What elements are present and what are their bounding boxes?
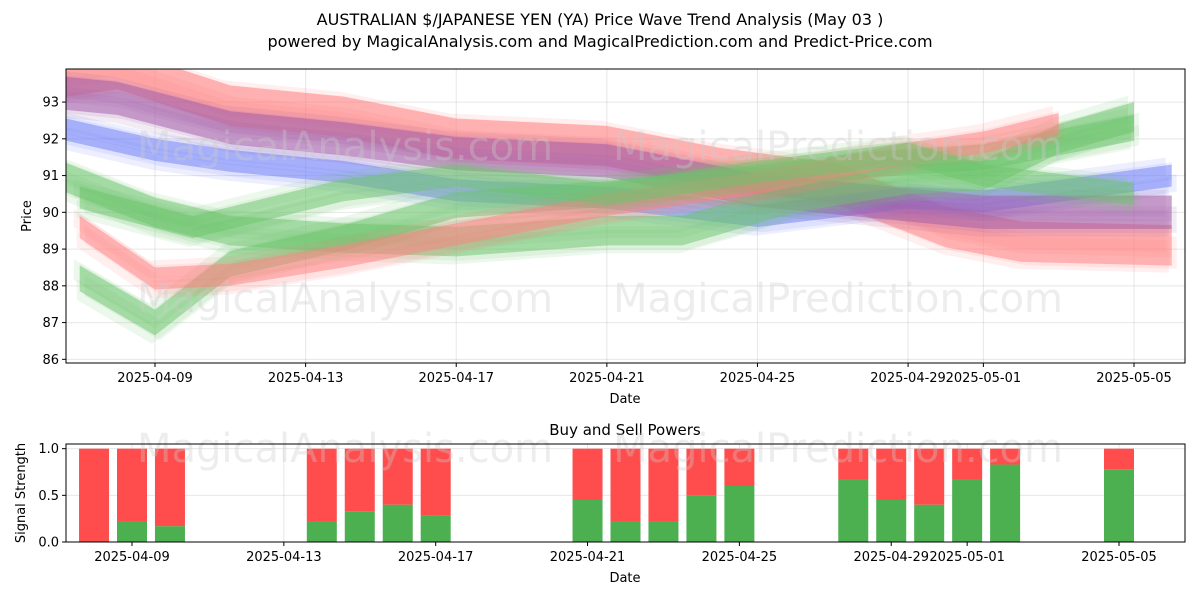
price-x-axis-label: Date <box>609 392 640 407</box>
chart-subtitle: powered by MagicalAnalysis.com and Magic… <box>267 32 932 51</box>
price-x-tick-label: 2025-04-13 <box>268 371 344 386</box>
price-y-tick-label: 86 <box>42 353 59 368</box>
price-wave-echo <box>79 110 1059 283</box>
price-wave-echo <box>73 135 1129 227</box>
signal-x-tick-label: 2025-04-29 <box>853 550 929 565</box>
watermark-analysis-bottom: MagicalAnalysis.com <box>137 426 553 472</box>
signal-y-tick-label: 0.0 <box>38 536 59 551</box>
sell-bar <box>990 448 1021 465</box>
buy-bar <box>344 511 375 542</box>
buy-bar <box>306 521 337 542</box>
sell-bar <box>79 448 110 542</box>
price-y-tick-label: 90 <box>42 206 59 221</box>
sell-bar <box>154 448 185 527</box>
signal-y-axis: 0.0 0.5 1.0 <box>38 442 66 551</box>
buy-bar <box>876 500 907 542</box>
price-wave-bands <box>66 69 1177 344</box>
price-x-tick-label: 2025-05-01 <box>946 371 1022 386</box>
buy-bar <box>648 521 679 542</box>
price-wave-echo <box>76 128 1132 344</box>
price-y-tick-label: 93 <box>42 96 59 111</box>
buy-bar <box>382 504 413 542</box>
price-x-axis: 2025-04-09 2025-04-13 2025-04-17 2025-04-21… <box>117 363 1172 386</box>
sell-bar <box>724 448 755 486</box>
buy-bar <box>838 479 869 542</box>
signal-chart-title: Buy and Sell Powers <box>549 421 701 439</box>
buy-bar <box>117 521 147 542</box>
watermark-prediction-mid: MagicalPrediction.com <box>613 276 1063 322</box>
price-y-tick-label: 91 <box>42 169 59 184</box>
price-x-tick-label: 2025-04-21 <box>569 371 645 386</box>
buy-bar <box>610 521 641 542</box>
signal-x-tick-label: 2025-04-21 <box>550 550 626 565</box>
chart-title: AUSTRALIAN $/JAPANESE YEN (YA) Price Wav… <box>317 10 884 29</box>
signal-x-tick-label: 2025-04-25 <box>702 550 778 565</box>
price-wave-band <box>66 102 1134 257</box>
signal-x-tick-label: 2025-05-05 <box>1081 550 1157 565</box>
sell-bar <box>686 448 717 496</box>
price-y-tick-label: 87 <box>42 316 59 331</box>
sell-bar <box>876 448 907 500</box>
price-x-tick-label: 2025-04-17 <box>418 371 494 386</box>
sell-bar <box>952 448 983 480</box>
signal-y-tick-label: 0.5 <box>38 489 59 504</box>
signal-plot-frame <box>65 443 1186 543</box>
buy-bar <box>686 495 717 542</box>
sell-bar <box>306 448 337 522</box>
sell-bar <box>914 448 945 505</box>
price-plot-frame <box>65 68 1186 364</box>
sell-bar <box>1104 448 1134 470</box>
price-wave-echo <box>66 71 1166 217</box>
watermark-prediction-bottom: MagicalPrediction.com <box>613 426 1063 472</box>
sell-bar <box>648 448 679 522</box>
price-x-tick-label: 2025-04-29 <box>870 371 946 386</box>
sell-bar <box>117 448 147 522</box>
price-y-tick-label: 92 <box>42 132 59 147</box>
price-y-axis: 86 87 88 89 90 91 92 93 <box>42 96 66 368</box>
watermark-analysis-mid: MagicalAnalysis.com <box>137 276 553 322</box>
sell-bar <box>382 448 413 505</box>
sell-bar <box>572 448 603 500</box>
signal-x-tick-label: 2025-04-13 <box>246 550 322 565</box>
price-y-tick-label: 88 <box>42 279 59 294</box>
signal-x-axis-label: Date <box>609 571 640 586</box>
price-y-tick-label: 89 <box>42 243 59 258</box>
sell-bar <box>420 448 451 516</box>
price-x-tick-label: 2025-04-09 <box>117 371 193 386</box>
buy-bar <box>952 479 983 542</box>
signal-x-tick-label: 2025-04-17 <box>398 550 474 565</box>
buy-bar <box>990 464 1021 542</box>
price-wave-band <box>79 113 1059 290</box>
price-wave-echo <box>73 106 1053 279</box>
signal-y-tick-label: 1.0 <box>38 442 59 457</box>
signal-x-tick-label: 2025-05-01 <box>929 550 1005 565</box>
price-x-tick-label: 2025-04-25 <box>720 371 796 386</box>
watermark-prediction-top: MagicalPrediction.com <box>613 124 1063 170</box>
sell-bar <box>610 448 641 522</box>
signal-y-axis-label: Signal Strength <box>14 443 29 543</box>
sell-bar <box>344 448 375 512</box>
buy-bar <box>572 500 603 542</box>
price-y-axis-label: Price <box>20 200 35 232</box>
buy-bar <box>1104 469 1134 542</box>
buy-bar <box>420 515 451 542</box>
price-x-tick-label: 2025-05-05 <box>1096 371 1172 386</box>
signal-bars <box>79 448 1134 542</box>
watermark-analysis-top: MagicalAnalysis.com <box>137 124 553 170</box>
signal-x-tick-label: 2025-04-09 <box>94 550 170 565</box>
buy-bar <box>724 486 755 542</box>
price-wave-band <box>79 142 1135 239</box>
sell-bar <box>838 448 869 480</box>
buy-bar <box>154 526 185 542</box>
buy-bar <box>914 504 945 542</box>
price-wave-echo <box>84 124 1140 341</box>
signal-x-axis: 2025-04-09 2025-04-13 2025-04-17 2025-04-21… <box>94 542 1157 565</box>
